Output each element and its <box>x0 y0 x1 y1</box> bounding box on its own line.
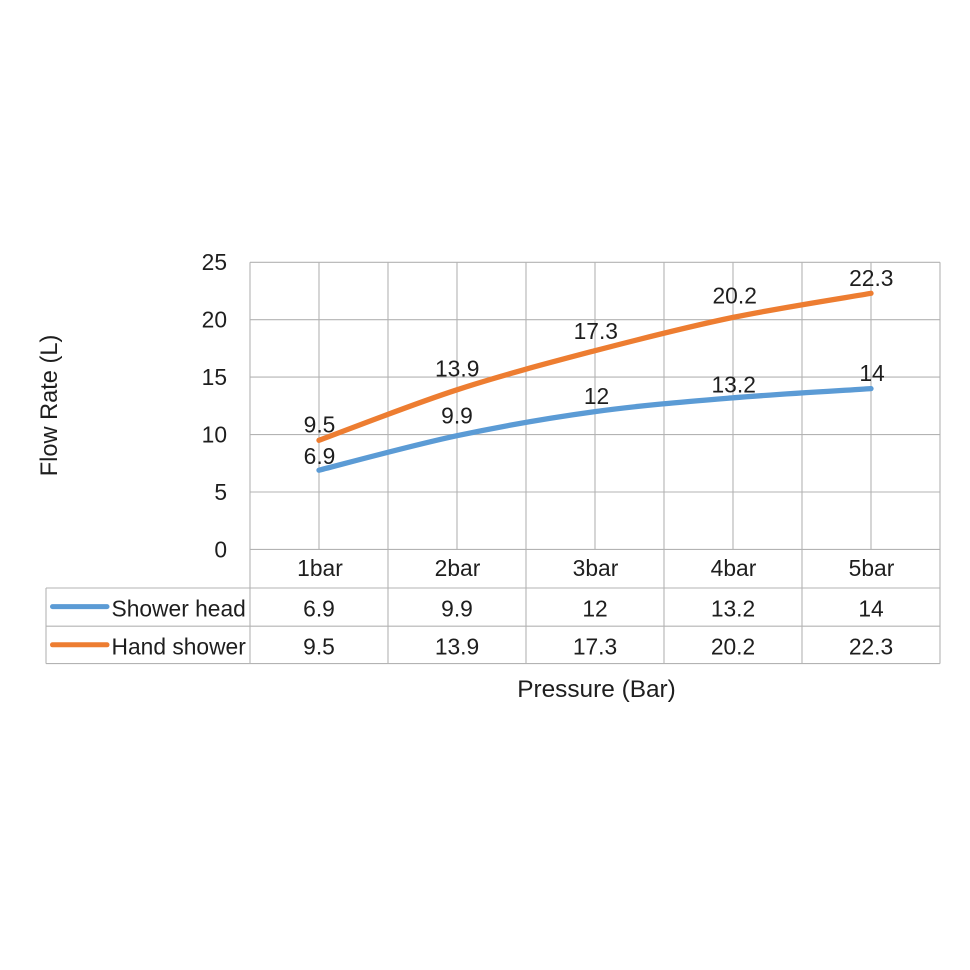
svg-text:9.5: 9.5 <box>304 412 336 438</box>
svg-text:13.9: 13.9 <box>435 633 479 659</box>
svg-text:17.3: 17.3 <box>573 633 617 659</box>
svg-text:Hand shower: Hand shower <box>112 633 247 659</box>
svg-text:6.9: 6.9 <box>303 595 335 621</box>
svg-text:2bar: 2bar <box>435 555 481 581</box>
svg-text:Pressure (Bar): Pressure (Bar) <box>517 676 676 703</box>
svg-text:Flow Rate (L): Flow Rate (L) <box>37 335 63 477</box>
svg-text:20.2: 20.2 <box>713 283 757 309</box>
svg-text:10: 10 <box>202 422 227 448</box>
svg-text:9.9: 9.9 <box>441 403 473 429</box>
svg-text:1bar: 1bar <box>297 555 343 581</box>
svg-text:13.9: 13.9 <box>435 356 479 382</box>
svg-text:25: 25 <box>202 249 227 275</box>
svg-text:9.9: 9.9 <box>441 595 473 621</box>
svg-text:4bar: 4bar <box>711 555 757 581</box>
svg-text:3bar: 3bar <box>573 555 619 581</box>
svg-text:Shower head: Shower head <box>112 595 246 621</box>
svg-text:20: 20 <box>202 307 227 333</box>
svg-text:13.2: 13.2 <box>712 371 756 397</box>
svg-text:20.2: 20.2 <box>711 633 755 659</box>
svg-text:15: 15 <box>202 364 227 390</box>
svg-text:5bar: 5bar <box>849 555 895 581</box>
svg-text:9.5: 9.5 <box>303 633 335 659</box>
svg-text:22.3: 22.3 <box>849 265 893 291</box>
svg-text:5: 5 <box>214 479 227 505</box>
svg-text:13.2: 13.2 <box>711 595 755 621</box>
svg-text:22.3: 22.3 <box>849 633 893 659</box>
svg-text:14: 14 <box>858 595 884 621</box>
svg-text:0: 0 <box>214 536 227 562</box>
svg-text:6.9: 6.9 <box>304 443 336 469</box>
svg-text:14: 14 <box>859 360 885 386</box>
svg-text:12: 12 <box>584 383 609 409</box>
svg-text:17.3: 17.3 <box>574 318 618 344</box>
svg-text:12: 12 <box>582 595 607 621</box>
